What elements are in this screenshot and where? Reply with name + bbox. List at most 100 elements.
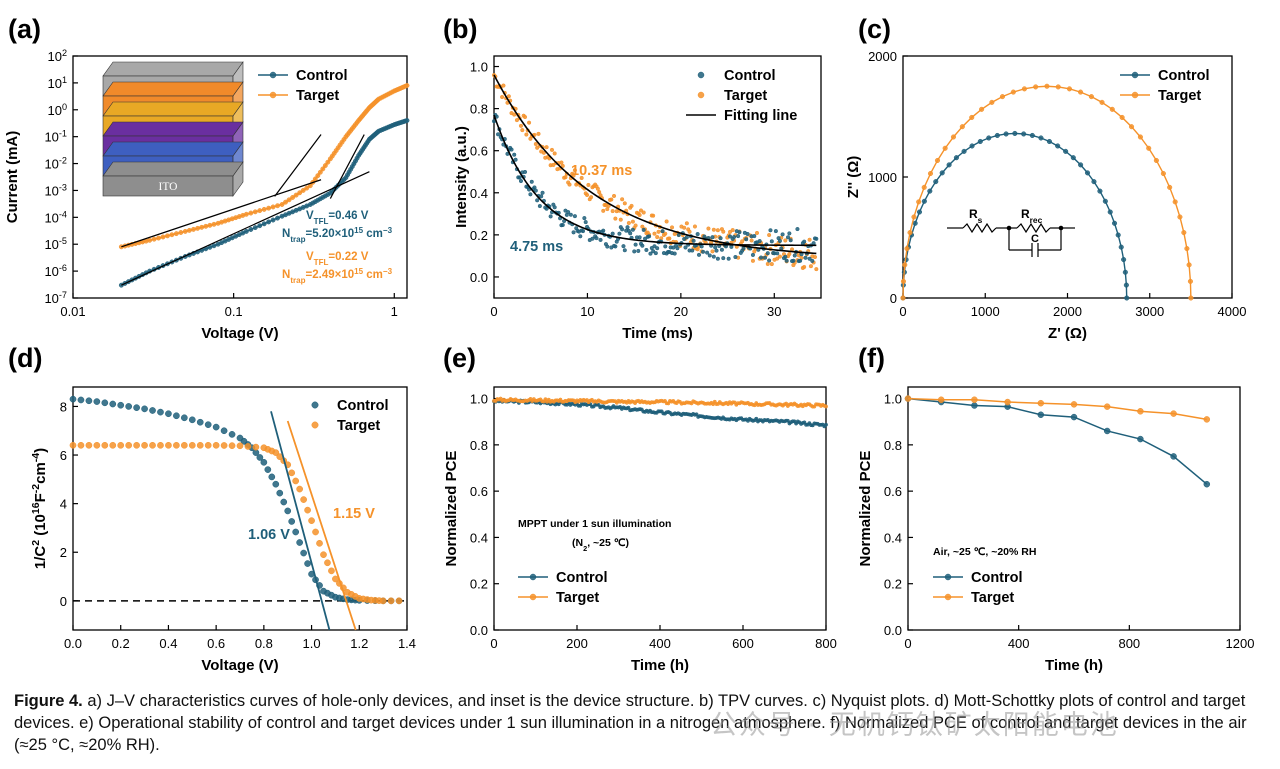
data-point bbox=[824, 404, 828, 409]
y-tick-label: 0.6 bbox=[884, 484, 902, 499]
plot-frame bbox=[72, 55, 408, 299]
data-point bbox=[714, 248, 719, 253]
data-point bbox=[272, 449, 280, 456]
y-axis-label: Z'' (Ω) bbox=[845, 156, 862, 198]
y-tick-label: 0.2 bbox=[470, 228, 488, 243]
data-point bbox=[791, 258, 796, 263]
data-point bbox=[395, 597, 403, 605]
legend-label: Control bbox=[724, 68, 776, 84]
data-point bbox=[518, 178, 524, 184]
data-point bbox=[1111, 220, 1118, 226]
data-point bbox=[768, 228, 773, 233]
data-point bbox=[535, 145, 540, 150]
inset-layer-top bbox=[102, 141, 244, 157]
series-line bbox=[902, 85, 1192, 299]
data-point bbox=[651, 213, 656, 218]
data-point bbox=[180, 441, 188, 449]
data-point bbox=[1103, 403, 1111, 410]
data-point bbox=[404, 83, 410, 88]
panel-letter: (b) bbox=[443, 14, 477, 44]
x-tick-label: 0.1 bbox=[225, 304, 243, 319]
y-tick-label: 0.0 bbox=[470, 270, 488, 285]
data-point bbox=[707, 253, 712, 258]
data-point bbox=[552, 151, 557, 156]
data-point bbox=[1004, 398, 1011, 406]
data-point bbox=[566, 210, 571, 215]
inset-layer-top bbox=[102, 81, 244, 97]
resistor-symbol bbox=[1016, 222, 1051, 234]
figure-caption: Figure 4. a) J–V characteristics curves … bbox=[14, 690, 1264, 756]
data-point bbox=[934, 157, 941, 164]
data-point bbox=[1172, 199, 1178, 205]
x-tick-label: 0.2 bbox=[112, 636, 130, 651]
data-point bbox=[195, 225, 201, 231]
data-point bbox=[1037, 399, 1045, 407]
panel-6: 0 400 800 1200 0.0 0.2 0.4 0.6 0.8 1.0 Time (h) (f)… bbox=[857, 343, 1254, 674]
data-point bbox=[787, 251, 792, 257]
inset-layer-top bbox=[102, 121, 244, 137]
data-point bbox=[157, 408, 164, 416]
y-tick-label: 0.0 bbox=[884, 623, 902, 638]
data-point bbox=[900, 295, 906, 301]
label-segment: V bbox=[306, 251, 314, 263]
caption-label: Figure 4. bbox=[14, 692, 83, 710]
data-point bbox=[501, 83, 506, 88]
data-point bbox=[1084, 170, 1091, 176]
legend-marker bbox=[1131, 91, 1139, 99]
data-point bbox=[1070, 413, 1078, 421]
data-point bbox=[1107, 209, 1113, 215]
data-point bbox=[611, 193, 617, 199]
data-point bbox=[275, 215, 280, 221]
data-point bbox=[552, 205, 557, 210]
label-segment: -2 bbox=[59, 156, 67, 166]
legend-label: Target bbox=[724, 88, 767, 104]
fit-line bbox=[121, 171, 370, 286]
data-point bbox=[638, 208, 644, 213]
data-point bbox=[186, 227, 192, 233]
data-point bbox=[994, 132, 1000, 139]
data-point bbox=[802, 264, 807, 270]
watermark-text: 公众号 · 无机钙钛矿太阳能电池 bbox=[710, 710, 1119, 741]
data-point bbox=[512, 112, 517, 117]
panel-letter: (e) bbox=[443, 343, 476, 373]
data-point bbox=[506, 94, 511, 99]
y-tick-label: 1000 bbox=[868, 170, 897, 185]
fit-line bbox=[121, 179, 322, 248]
data-point bbox=[902, 262, 908, 268]
label-segment: (N bbox=[572, 537, 583, 549]
inset-layer-top bbox=[102, 161, 244, 177]
data-point bbox=[93, 398, 101, 405]
data-point bbox=[633, 242, 638, 247]
data-point bbox=[266, 205, 272, 211]
data-point bbox=[656, 229, 661, 234]
data-point bbox=[641, 210, 646, 215]
data-point bbox=[583, 220, 588, 225]
data-point bbox=[196, 441, 204, 449]
data-point bbox=[790, 247, 795, 252]
data-point bbox=[590, 236, 595, 241]
data-point bbox=[404, 118, 410, 123]
data-point bbox=[165, 410, 172, 418]
y-tick-label: 0.4 bbox=[470, 186, 488, 201]
data-point bbox=[578, 234, 583, 239]
fit-line bbox=[493, 114, 817, 247]
label-segment: 2 bbox=[583, 544, 587, 553]
data-point bbox=[533, 188, 538, 193]
data-point bbox=[248, 227, 254, 232]
inset-layer-label: ITO bbox=[159, 181, 178, 193]
data-point bbox=[109, 441, 117, 449]
legend-label: Target bbox=[971, 590, 1014, 606]
data-point bbox=[77, 396, 85, 404]
label-segment: -4 bbox=[30, 453, 42, 462]
data-point bbox=[740, 239, 745, 244]
label-segment: 10 bbox=[44, 210, 58, 225]
x-axis-label: Time (h) bbox=[631, 657, 689, 674]
y-tick-label: 0.8 bbox=[470, 102, 488, 117]
data-point bbox=[1119, 114, 1125, 121]
data-point bbox=[737, 230, 742, 235]
data-point bbox=[696, 252, 702, 257]
data-point bbox=[580, 229, 586, 234]
label-segment: −3 bbox=[383, 226, 393, 235]
y-tick-label: 101 bbox=[47, 75, 67, 91]
data-point bbox=[572, 214, 577, 219]
